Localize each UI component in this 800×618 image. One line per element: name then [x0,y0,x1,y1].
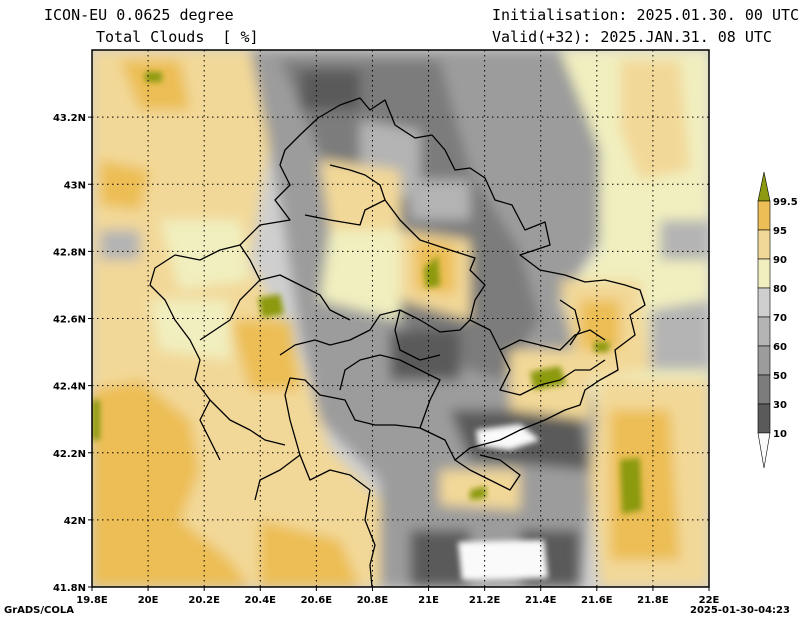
lon-tick-label: 20E [138,595,159,606]
lon-tick-label: 21.8E [637,595,669,606]
lon-tick-label: 21.2E [469,595,501,606]
lon-tick-label: 20.4E [245,595,277,606]
axis-ticks: 19.8E 20E 20.2E 20.4E 20.6E 20.8E 21E 21.2E 21.4… [53,113,720,606]
legend-bottom-arrow [757,432,771,469]
legend-level-label: 50 [773,371,787,382]
legend-level-label: 90 [773,255,787,266]
model-title: ICON-EU 0.0625 degree [44,6,234,24]
legend-swatch [757,200,771,231]
render-timestamp: 2025-01-30-04:23 [690,605,790,616]
legend-swatch [757,229,771,260]
legend-swatch [757,258,771,289]
lon-tick-label: 20.8E [357,595,389,606]
lon-tick-label: 21.6E [581,595,613,606]
lat-tick-label: 42.4N [53,382,86,393]
valid-time: Valid(+32): 2025.JAN.31. 08 UTC [492,28,772,46]
legend-level-label: 70 [773,313,787,324]
country-borders [149,97,646,587]
lon-tick-label: 22E [699,595,720,606]
legend-level-label: 99.5 [773,197,798,208]
legend-level-label: 80 [773,284,787,295]
lat-tick-label: 43.2N [53,113,86,124]
variable-title: Total Clouds [ %] [96,28,259,46]
lon-tick-label: 20.2E [188,595,220,606]
legend-level-label: 60 [773,342,787,353]
lat-tick-label: 42N [64,516,86,527]
legend-swatch [757,403,771,434]
lon-tick-label: 20.6E [301,595,333,606]
legend-level-label: 30 [773,400,787,411]
lon-tick-label: 21.4E [525,595,557,606]
cloud-field [92,50,709,587]
legend-level-label: 95 [773,226,787,237]
lat-tick-label: 41.8N [53,583,86,594]
color-legend: 99.5 95 90 80 70 60 50 30 10 [757,171,798,469]
legend-level-label: 10 [773,429,787,440]
init-time: Initialisation: 2025.01.30. 00 UTC [492,6,800,24]
lon-tick-label: 19.8E [76,595,108,606]
lat-tick-label: 42.6N [53,315,86,326]
lat-tick-label: 43N [64,180,86,191]
lat-tick-label: 42.8N [53,247,86,258]
grads-credit: GrADS/COLA [4,605,74,616]
lat-tick-label: 42.2N [53,449,86,460]
legend-swatch [757,374,771,405]
legend-swatch [757,345,771,376]
legend-swatch [757,316,771,347]
legend-top-arrow [757,171,771,202]
lon-tick-label: 21E [418,595,439,606]
legend-swatch [757,287,771,318]
